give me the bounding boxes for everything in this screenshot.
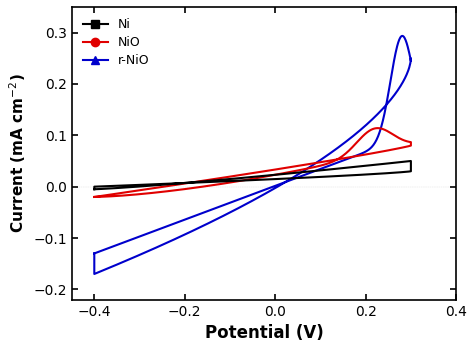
- Legend: Ni, NiO, r-NiO: Ni, NiO, r-NiO: [78, 13, 155, 72]
- Y-axis label: Current (mA cm$^{-2}$): Current (mA cm$^{-2}$): [7, 73, 27, 233]
- X-axis label: Potential (V): Potential (V): [204, 324, 323, 342]
